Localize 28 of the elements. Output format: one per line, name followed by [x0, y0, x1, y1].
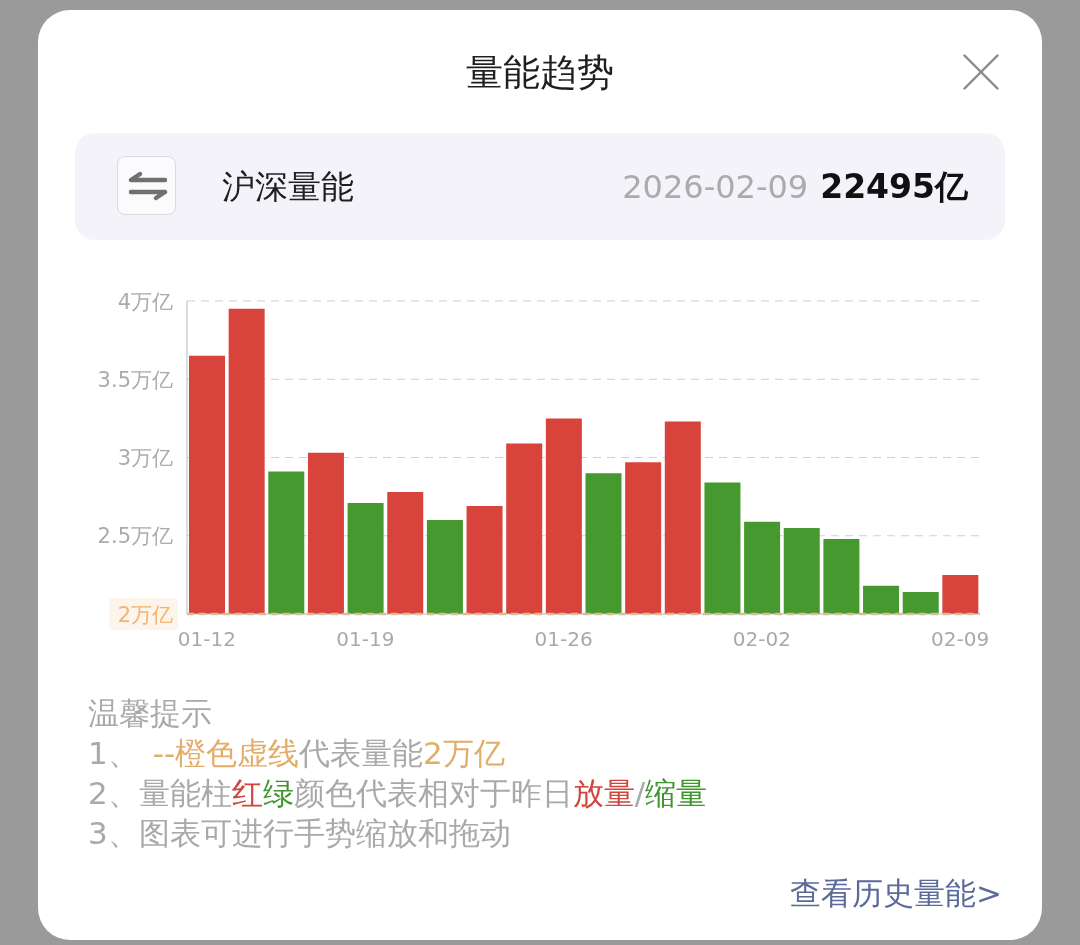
y-tick-label: 3万亿 — [117, 446, 173, 471]
chart-subtitle: 沪深量能 — [222, 167, 354, 206]
x-tick-label: 01-12 — [177, 627, 236, 652]
text: 2026-02-09 — [622, 168, 809, 206]
x-tick-label: 02-09 — [931, 627, 990, 652]
text: 查看历史量能> — [790, 875, 1002, 911]
y-tick-label: 2.5万亿 — [97, 524, 173, 549]
text: / — [634, 775, 646, 811]
text: 红 — [231, 775, 263, 811]
y-tick-label: 2万亿 — [117, 602, 173, 627]
text: 温馨提示 — [88, 695, 212, 731]
text: 放量 — [572, 775, 635, 811]
y-tick-label: 3.5万亿 — [97, 367, 173, 392]
text: 1、 — [88, 735, 139, 771]
y-tick-label: 4万亿 — [117, 289, 173, 314]
x-tick-label: 01-26 — [534, 627, 593, 652]
text: 代表量能 — [299, 735, 424, 771]
text: 颜色代表相对于昨日 — [293, 775, 573, 811]
text: --橙色虚线 — [152, 735, 300, 771]
x-tick-label: 02-02 — [732, 627, 791, 652]
x-tick-label: 01-19 — [336, 627, 395, 652]
text: 2万亿 — [423, 735, 505, 771]
text: 缩量 — [645, 775, 708, 811]
chart-title: 量能趋势 — [466, 51, 614, 94]
text: 3、图表可进行手势缩放和拖动 — [88, 815, 511, 851]
text: 绿 — [262, 775, 294, 811]
text: 22495亿 — [820, 167, 968, 206]
text: 2、量能柱 — [88, 775, 232, 811]
